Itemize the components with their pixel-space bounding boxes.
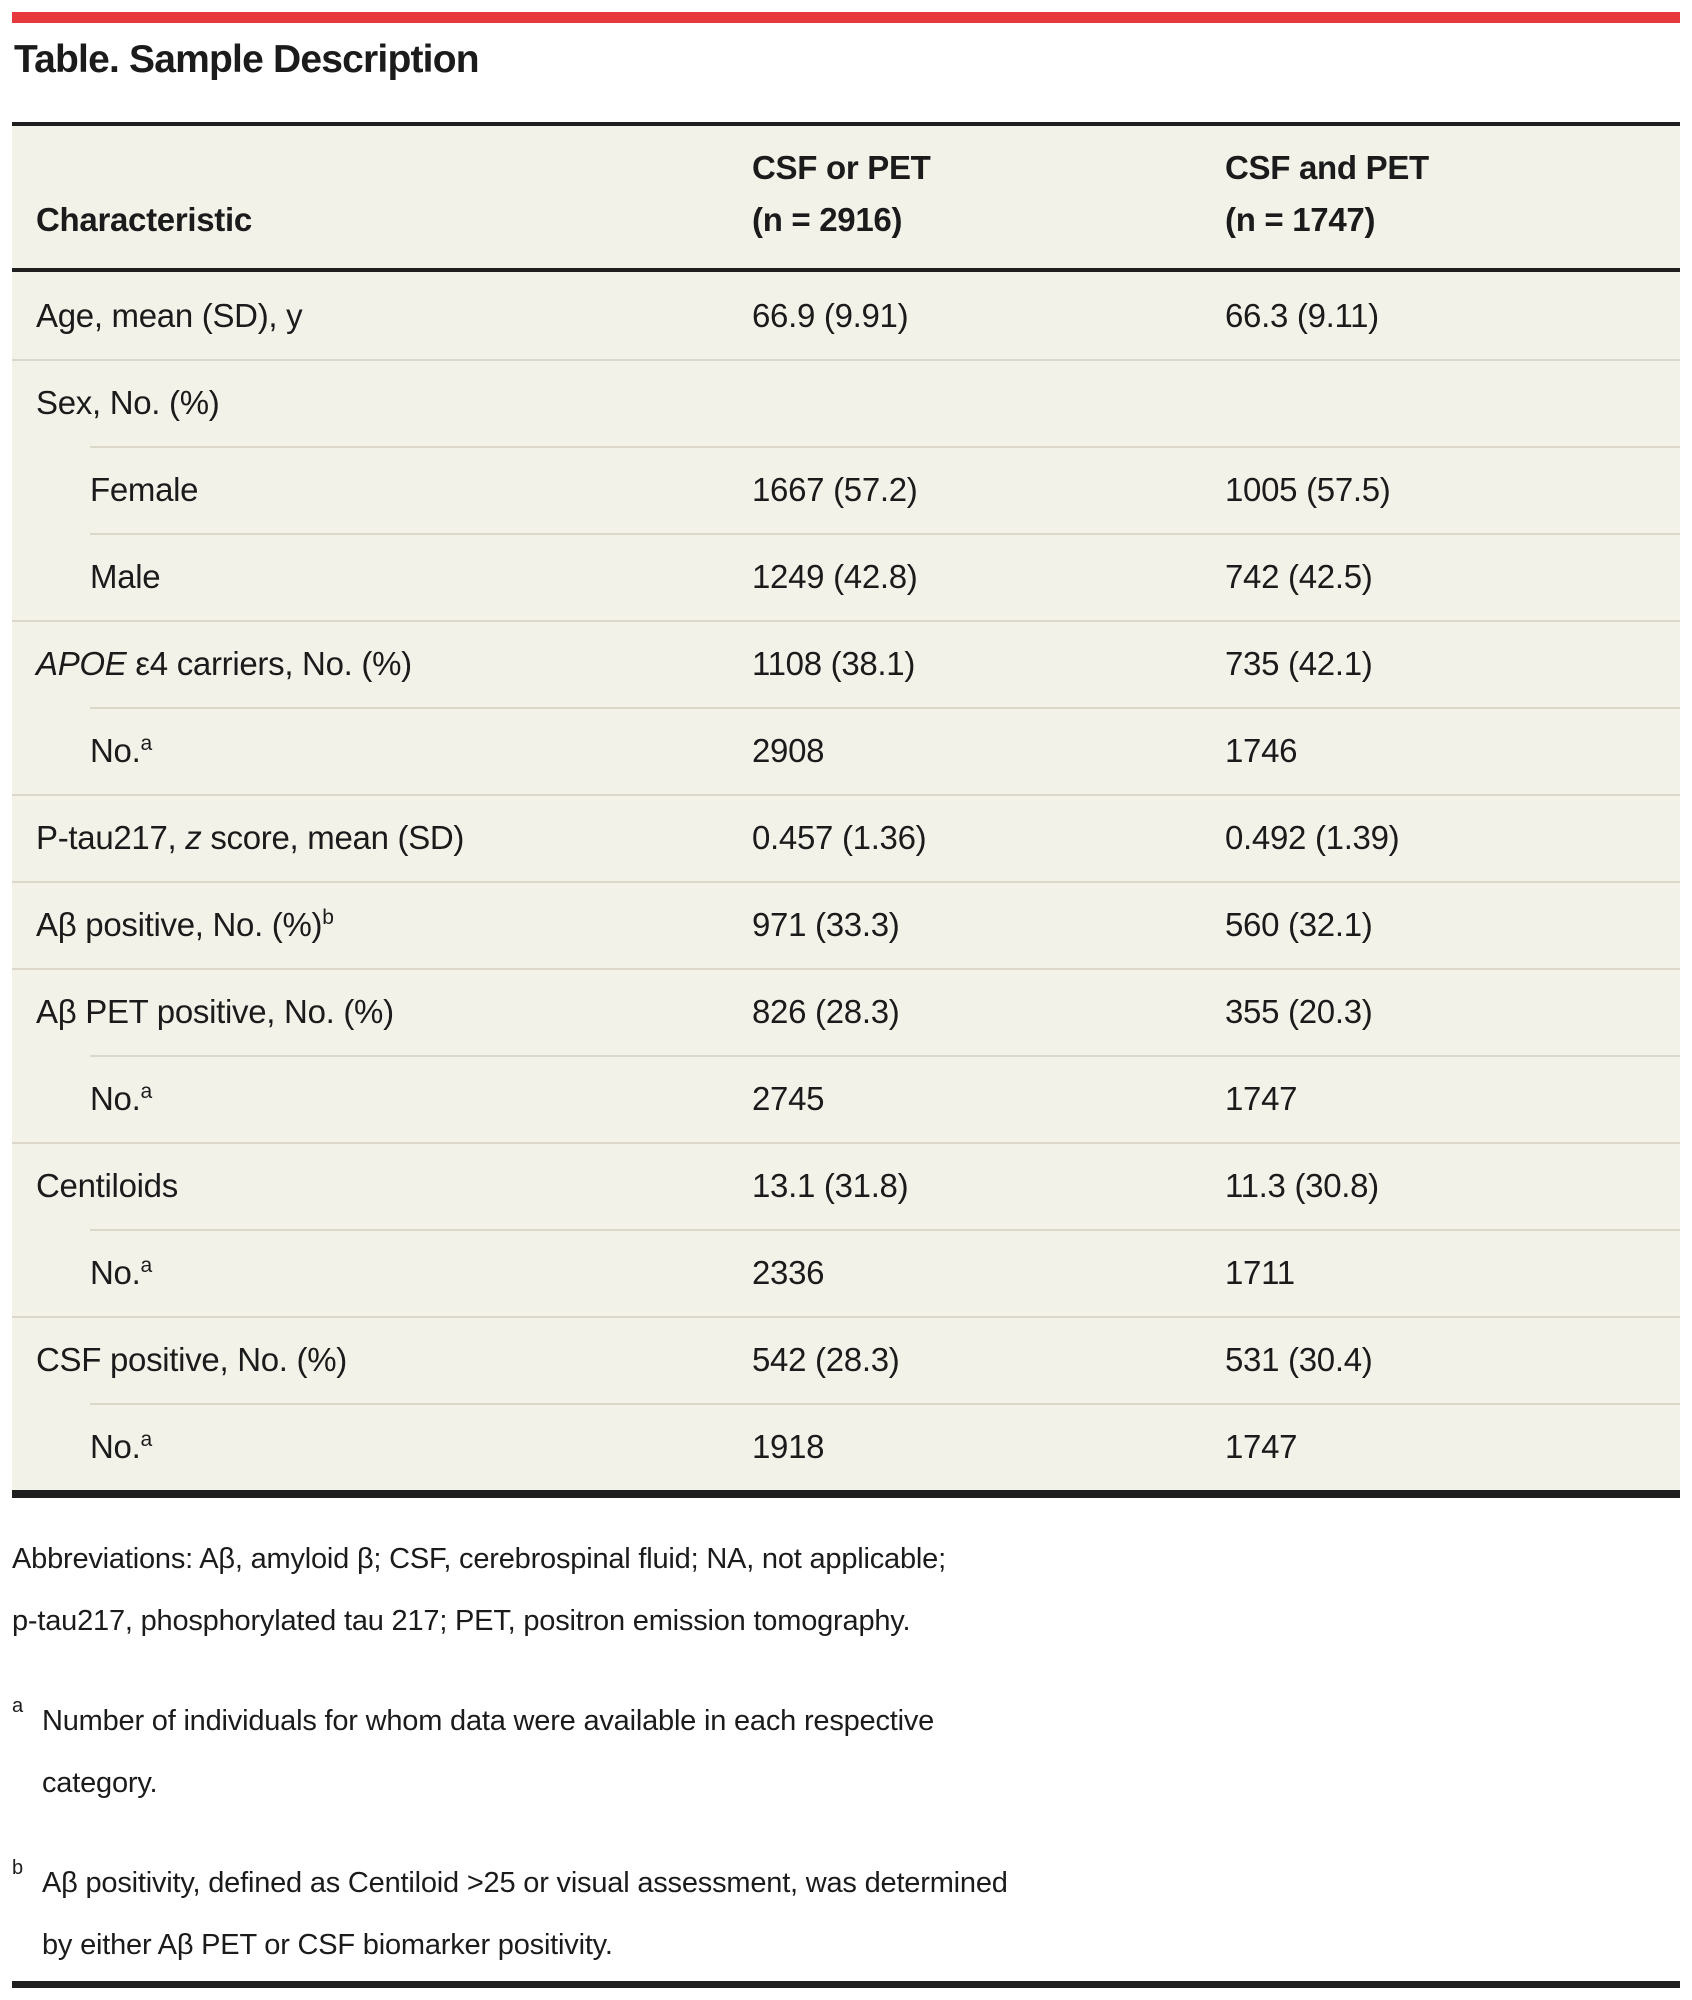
footnote-a-line1: Number of individuals for whom data were… bbox=[42, 1705, 935, 1737]
row-abeta-pet-n: No.a 2745 1747 bbox=[12, 1055, 1680, 1142]
cell-value: 1249 (42.8) bbox=[752, 557, 918, 595]
cell-value: 560 (32.1) bbox=[1225, 905, 1373, 943]
row-divider bbox=[90, 533, 1680, 535]
row-divider bbox=[12, 359, 1680, 361]
cell-value: 11.3 (30.8) bbox=[1225, 1166, 1379, 1204]
cell-value: 66.9 (9.91) bbox=[752, 296, 909, 334]
row-divider bbox=[12, 1142, 1680, 1144]
cell-value: 0.492 (1.39) bbox=[1225, 818, 1400, 856]
cell-value: 2908 bbox=[752, 731, 825, 769]
row-abeta-positive: Aβ positive, No. (%)b 971 (33.3) 560 (32… bbox=[12, 881, 1680, 968]
footnote-a-reference: a bbox=[140, 1427, 152, 1451]
footnote-a-reference: a bbox=[140, 731, 152, 755]
header-csf-and-pet: CSF and PET (n = 1747) bbox=[1218, 142, 1680, 268]
header-csf-or-pet: CSF or PET (n = 2916) bbox=[745, 142, 1218, 268]
cell-value: 0.457 (1.36) bbox=[752, 818, 927, 856]
row-label: Female bbox=[90, 470, 199, 508]
footnote-b: b Aβ positivity, defined as Centiloid >2… bbox=[12, 1852, 1680, 1976]
cell-value: 542 (28.3) bbox=[752, 1340, 900, 1378]
abbreviations-line2: p-tau217, phosphorylated tau 217; PET, p… bbox=[12, 1605, 911, 1637]
row-csf-positive: CSF positive, No. (%) 542 (28.3) 531 (30… bbox=[12, 1316, 1680, 1403]
row-divider bbox=[12, 1316, 1680, 1318]
row-label: APOE ε4 carriers, No. (%) bbox=[36, 644, 412, 682]
sample-description-table: Characteristic CSF or PET (n = 2916) CSF… bbox=[12, 122, 1680, 1498]
row-ptau217: P-tau217, z score, mean (SD) 0.457 (1.36… bbox=[12, 794, 1680, 881]
row-apoe-carriers: APOE ε4 carriers, No. (%) 1108 (38.1) 73… bbox=[12, 620, 1680, 707]
footnote-a-line2: category. bbox=[42, 1767, 158, 1799]
footnote-a: a Number of individuals for whom data we… bbox=[12, 1690, 1680, 1814]
cell-value: 2745 bbox=[752, 1079, 825, 1117]
row-divider bbox=[90, 1229, 1680, 1231]
row-label: No.a bbox=[90, 1427, 152, 1465]
table-header-row: Characteristic CSF or PET (n = 2916) CSF… bbox=[12, 126, 1680, 272]
row-divider bbox=[90, 707, 1680, 709]
row-apoe-n: No.a 2908 1746 bbox=[12, 707, 1680, 794]
row-label: Aβ PET positive, No. (%) bbox=[36, 992, 394, 1030]
abbreviations-line1: Abbreviations: Aβ, amyloid β; CSF, cereb… bbox=[12, 1543, 946, 1575]
abbreviations-note: Abbreviations: Aβ, amyloid β; CSF, cereb… bbox=[12, 1528, 1680, 1652]
row-sex: Sex, No. (%) bbox=[12, 359, 1680, 446]
row-label: CSF positive, No. (%) bbox=[36, 1340, 347, 1378]
table-body: Age, mean (SD), y 66.9 (9.91) 66.3 (9.11… bbox=[12, 272, 1680, 1490]
cell-value: 1918 bbox=[752, 1427, 825, 1465]
row-label: No.a bbox=[90, 1253, 152, 1291]
row-label: No.a bbox=[90, 731, 152, 769]
cell-value: 1747 bbox=[1225, 1427, 1298, 1465]
table-title: Table. Sample Description bbox=[14, 38, 480, 81]
row-label: Centiloids bbox=[36, 1166, 178, 1204]
row-divider bbox=[90, 446, 1680, 448]
cell-value: 1747 bbox=[1225, 1079, 1298, 1117]
row-label: No.a bbox=[90, 1079, 152, 1117]
bottom-rule bbox=[12, 1981, 1680, 1988]
cell-value: 742 (42.5) bbox=[1225, 557, 1373, 595]
footnote-a-marker: a bbox=[12, 1695, 23, 1717]
cell-value: 355 (20.3) bbox=[1225, 992, 1373, 1030]
footnote-b-line2: by either Aβ PET or CSF biomarker positi… bbox=[42, 1929, 613, 1961]
cell-value: 1108 (38.1) bbox=[752, 644, 916, 682]
footnote-b-reference: b bbox=[322, 905, 334, 929]
cell-value: 1711 bbox=[1225, 1253, 1295, 1291]
cell-value: 1667 (57.2) bbox=[752, 470, 918, 508]
row-divider bbox=[12, 620, 1680, 622]
row-label: Sex, No. (%) bbox=[36, 383, 220, 421]
header-characteristic: Characteristic bbox=[36, 201, 252, 238]
header-csf-or-pet-line2: (n = 2916) bbox=[752, 201, 903, 238]
row-label: Age, mean (SD), y bbox=[36, 296, 303, 334]
footnote-a-reference: a bbox=[140, 1253, 152, 1277]
footnote-b-line1: Aβ positivity, defined as Centiloid >25 … bbox=[42, 1867, 1008, 1899]
row-label: P-tau217, z score, mean (SD) bbox=[36, 818, 465, 856]
header-csf-and-pet-line2: (n = 1747) bbox=[1225, 201, 1376, 238]
row-centiloids: Centiloids 13.1 (31.8) 11.3 (30.8) bbox=[12, 1142, 1680, 1229]
cell-value: 971 (33.3) bbox=[752, 905, 900, 943]
row-divider bbox=[90, 1403, 1680, 1405]
cell-value: 66.3 (9.11) bbox=[1225, 296, 1379, 334]
row-label: Male bbox=[90, 557, 161, 595]
cell-value: 2336 bbox=[752, 1253, 825, 1291]
cell-value: 735 (42.1) bbox=[1225, 644, 1373, 682]
header-csf-and-pet-line1: CSF and PET bbox=[1225, 149, 1429, 186]
row-divider bbox=[12, 881, 1680, 883]
row-label: Aβ positive, No. (%)b bbox=[36, 905, 334, 943]
cell-value: 826 (28.3) bbox=[752, 992, 900, 1030]
row-age: Age, mean (SD), y 66.9 (9.91) 66.3 (9.11… bbox=[12, 272, 1680, 359]
footnote-a-reference: a bbox=[140, 1079, 152, 1103]
row-divider bbox=[90, 1055, 1680, 1057]
header-csf-or-pet-line1: CSF or PET bbox=[752, 149, 931, 186]
row-centiloids-n: No.a 2336 1711 bbox=[12, 1229, 1680, 1316]
footnote-b-marker: b bbox=[12, 1857, 23, 1879]
row-female: Female 1667 (57.2) 1005 (57.5) bbox=[12, 446, 1680, 533]
cell-value: 13.1 (31.8) bbox=[752, 1166, 909, 1204]
cell-value: 1746 bbox=[1225, 731, 1298, 769]
footnotes: Abbreviations: Aβ, amyloid β; CSF, cereb… bbox=[12, 1528, 1680, 2000]
accent-bar bbox=[12, 12, 1680, 23]
row-csf-n: No.a 1918 1747 bbox=[12, 1403, 1680, 1490]
row-abeta-pet-positive: Aβ PET positive, No. (%) 826 (28.3) 355 … bbox=[12, 968, 1680, 1055]
row-divider bbox=[12, 794, 1680, 796]
row-male: Male 1249 (42.8) 742 (42.5) bbox=[12, 533, 1680, 620]
cell-value: 531 (30.4) bbox=[1225, 1340, 1373, 1378]
row-divider bbox=[12, 968, 1680, 970]
cell-value: 1005 (57.5) bbox=[1225, 470, 1391, 508]
